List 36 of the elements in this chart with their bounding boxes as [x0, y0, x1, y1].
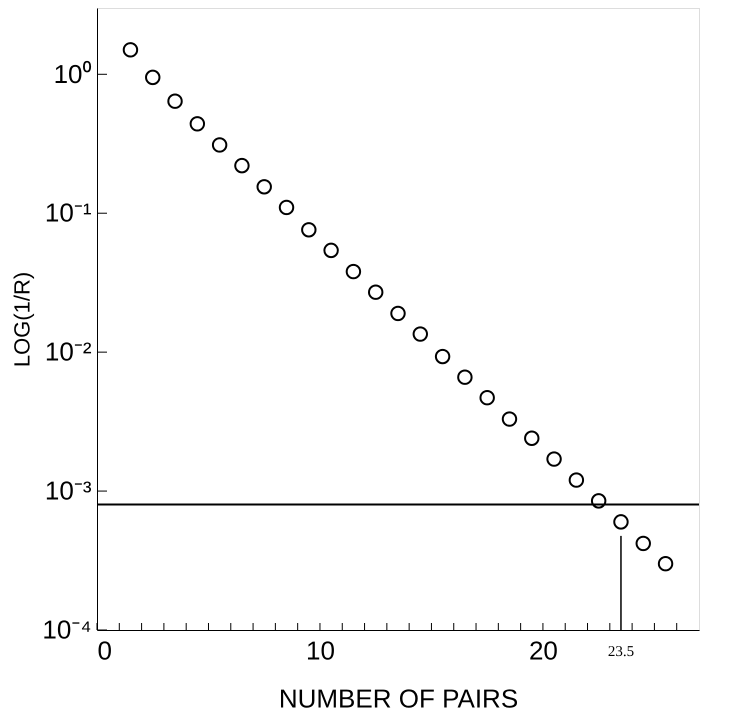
point [636, 536, 651, 552]
x-tick-label: 20 [528, 636, 558, 666]
x-tick-label: 10 [306, 636, 335, 666]
point [145, 70, 160, 86]
x-tick-label: 0 [98, 636, 112, 666]
y-axis-title: LOG(1/R) [9, 272, 34, 368]
point [568, 472, 584, 488]
point [590, 493, 606, 509]
y-tick-label: 10⁰ [54, 58, 92, 89]
point [613, 514, 629, 530]
point [368, 284, 384, 300]
point [658, 556, 674, 572]
point [346, 264, 362, 280]
y-tick-label: 10⁻³ [44, 476, 92, 506]
point [546, 451, 562, 467]
ref-line-label: 23.5 [608, 644, 634, 660]
x-axis-title: NUMBER OF PAIRS [278, 684, 518, 714]
point [502, 411, 518, 427]
point [190, 116, 206, 132]
y-tick-label: 10⁻² [44, 336, 92, 367]
point [479, 390, 495, 406]
point [167, 94, 183, 109]
point [122, 42, 138, 58]
point [390, 306, 406, 322]
y-tick-label: 10⁻¹ [44, 198, 92, 228]
point [256, 179, 272, 194]
y-tick-label: 10⁻⁴ [42, 614, 92, 644]
point [323, 242, 339, 258]
point [301, 222, 317, 238]
point [457, 370, 473, 385]
point [278, 200, 294, 216]
point [434, 348, 450, 364]
point [412, 326, 428, 342]
point [212, 137, 228, 153]
point [524, 430, 540, 446]
point [234, 158, 250, 174]
